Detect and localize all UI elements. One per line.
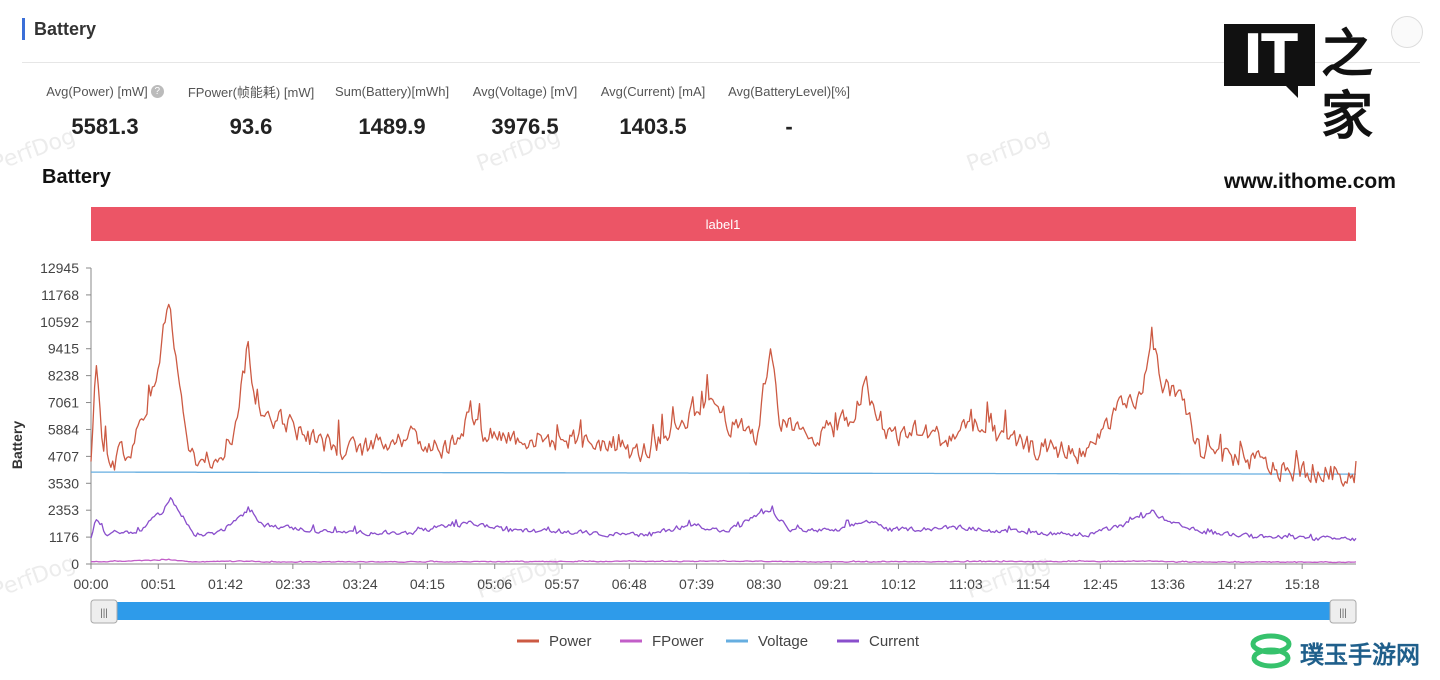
stat-value: -: [785, 114, 793, 139]
grip-icon: |||: [100, 608, 108, 619]
stat-label: Avg(BatteryLevel)[%]: [728, 83, 850, 99]
chart-title: Battery: [42, 166, 111, 188]
slider-handle-left[interactable]: [90, 599, 118, 624]
stats-row: Avg(Power) [mW]? 5581.3 FPower(帧能耗) [mW]…: [40, 82, 870, 140]
plot-area: [90, 303, 1357, 564]
legend-label: Voltage: [758, 633, 808, 650]
series-line-voltage: [91, 471, 1356, 475]
x-tick-label: 05:06: [477, 576, 512, 592]
y-tick-label: 4707: [48, 448, 79, 464]
range-slider-track[interactable]: [100, 602, 1348, 620]
stat-avg-battery-level: Avg(BatteryLevel)[%] -: [726, 82, 852, 140]
stat-avg-power: Avg(Power) [mW]? 5581.3: [40, 82, 170, 140]
legend-item-power[interactable]: Power: [517, 633, 592, 650]
legend-label: Power: [549, 633, 592, 650]
y-tick-label: 9415: [48, 341, 79, 357]
x-tick-label: 02:33: [275, 576, 310, 592]
x-tick-label: 15:18: [1285, 576, 1320, 592]
stat-value: 93.6: [229, 114, 273, 139]
x-tick-label: 08:30: [746, 576, 781, 592]
x-tick-label: 14:27: [1217, 576, 1252, 592]
legend-label: FPower: [652, 633, 704, 650]
x-tick-label: 11:54: [1016, 576, 1050, 592]
y-tick-label: 5884: [48, 421, 79, 437]
y-tick-label: 12945: [40, 260, 79, 276]
brand-mark-icon: [1250, 632, 1292, 672]
ithome-watermark-logo: IT 之家 www.ithome.com: [1224, 24, 1424, 193]
legend-item-current[interactable]: Current: [837, 633, 920, 650]
grip-icon: |||: [1339, 608, 1347, 619]
x-tick-label: 12:45: [1083, 576, 1118, 592]
panel-title: Battery: [34, 18, 97, 39]
help-icon[interactable]: ?: [150, 84, 164, 98]
stat-value: 1489.9: [358, 114, 426, 139]
x-tick-label: 03:24: [343, 576, 378, 592]
header-accent-bar: [22, 18, 25, 40]
series-line-power: [90, 303, 1357, 487]
stat-value: 5581.3: [71, 114, 139, 139]
slider-handle-right[interactable]: [1329, 599, 1357, 624]
series-line-current: [90, 497, 1357, 542]
y-tick-label: 1176: [49, 529, 79, 545]
label-band-text: label1: [706, 217, 741, 232]
y-tick-label: 11768: [41, 287, 79, 303]
y-tick-label: 8238: [48, 368, 79, 384]
stat-label: Avg(Voltage) [mV]: [472, 83, 578, 99]
stat-label: FPower(帧能耗) [mW]: [187, 84, 315, 100]
stat-label: Avg(Power) [mW]: [46, 83, 148, 99]
x-tick-label: 11:03: [949, 576, 983, 592]
x-tick-label: 00:51: [141, 576, 176, 592]
series-line-fpower: [90, 558, 1357, 564]
x-tick-label: 01:42: [208, 576, 243, 592]
label-band: [91, 207, 1356, 241]
stat-sum-battery: Sum(Battery)[mWh] 1489.9: [332, 82, 452, 140]
y-tick-label: 0: [71, 556, 79, 572]
stat-fpower: FPower(帧能耗) [mW] 93.6: [188, 82, 314, 140]
x-tick-label: 13:36: [1150, 576, 1185, 592]
y-tick-label: 2353: [48, 502, 79, 518]
bottom-brand-text: 璞玉手游网: [1300, 640, 1420, 669]
it-logo-box: IT: [1224, 24, 1316, 98]
x-tick-label: 00:00: [73, 576, 108, 592]
stat-value: 1403.5: [619, 114, 687, 139]
stat-value: 3976.5: [491, 114, 559, 139]
legend-item-fpower[interactable]: FPower: [620, 633, 704, 650]
x-tick-label: 07:39: [679, 576, 714, 592]
circle-button[interactable]: [1391, 16, 1423, 48]
legend-label: Current: [869, 633, 920, 650]
legend-item-voltage[interactable]: Voltage: [726, 633, 808, 650]
x-tick-label: 09:21: [814, 576, 849, 592]
y-axis: 0 1176 2353 3530 4707 5884 7061 8238 9415 10592 11…: [40, 260, 92, 572]
stat-label: Avg(Current) [mA]: [600, 83, 706, 99]
x-axis: 00:00 00:51 01:42 02:33 03:24 04:15 05:06 05:57…: [73, 563, 1356, 592]
x-tick-label: 05:57: [544, 576, 579, 592]
x-tick-label: 06:48: [612, 576, 647, 592]
y-tick-label: 10592: [40, 314, 79, 330]
panel-header: Battery: [22, 18, 96, 40]
y-tick-label: 3530: [48, 475, 79, 491]
ithome-url: www.ithome.com: [1224, 170, 1396, 193]
ithome-zh-text: 之家: [1321, 24, 1374, 147]
x-tick-label: 10:12: [881, 576, 916, 592]
stat-avg-current: Avg(Current) [mA] 1403.5: [598, 82, 708, 140]
y-tick-label: 7061: [48, 395, 79, 411]
bottom-brand-logo: 璞玉手游网: [1250, 632, 1420, 672]
header-divider: [22, 62, 1420, 63]
legend: Power FPower Voltage Current: [517, 633, 920, 650]
stat-avg-voltage: Avg(Voltage) [mV] 3976.5: [470, 82, 580, 140]
x-tick-label: 04:15: [410, 576, 445, 592]
y-axis-label: Battery: [9, 421, 25, 469]
stat-label: Sum(Battery)[mWh]: [334, 83, 450, 99]
